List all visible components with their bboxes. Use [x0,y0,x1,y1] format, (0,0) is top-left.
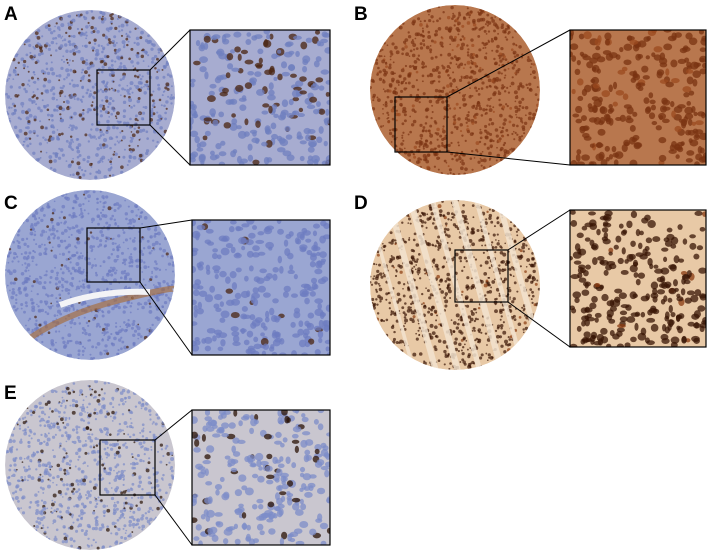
region-box-b [394,96,448,153]
panel-label-b: B [354,4,368,25]
panel-label-c: C [4,193,18,214]
connector-line-bottom-a [149,124,191,166]
connector-line-top-d [507,209,571,251]
region-box-a [96,69,151,126]
tissue-core-d [370,200,540,370]
panel-label-d: D [354,193,368,214]
magnified-inset-b [570,30,706,165]
region-box-e [99,439,156,496]
region-box-c [86,227,141,283]
magnified-inset-d [570,210,706,347]
tissue-core-c [5,190,175,360]
tissue-core-a [5,10,175,180]
connector-line-top-e [154,409,193,441]
magnified-inset-a [190,30,330,165]
tissue-core-e [5,380,175,550]
connector-line-top-c [139,219,193,229]
connector-line-bottom-e [154,494,193,546]
connector-line-bottom-d [507,301,571,348]
magnified-inset-e [192,410,330,545]
magnified-inset-c [192,220,330,355]
connector-line-bottom-b [446,151,571,166]
inset-border-a [189,29,331,166]
inset-border-c [191,219,331,356]
panel-label-e: E [4,383,17,404]
connector-line-top-a [149,29,191,71]
panel-label-a: A [4,4,18,25]
connector-line-top-b [446,29,571,98]
tissue-core-b [370,5,540,175]
region-box-d [454,249,509,303]
connector-line-bottom-c [139,281,193,356]
inset-border-e [191,409,331,546]
inset-border-d [569,209,707,348]
inset-border-b [569,29,707,166]
